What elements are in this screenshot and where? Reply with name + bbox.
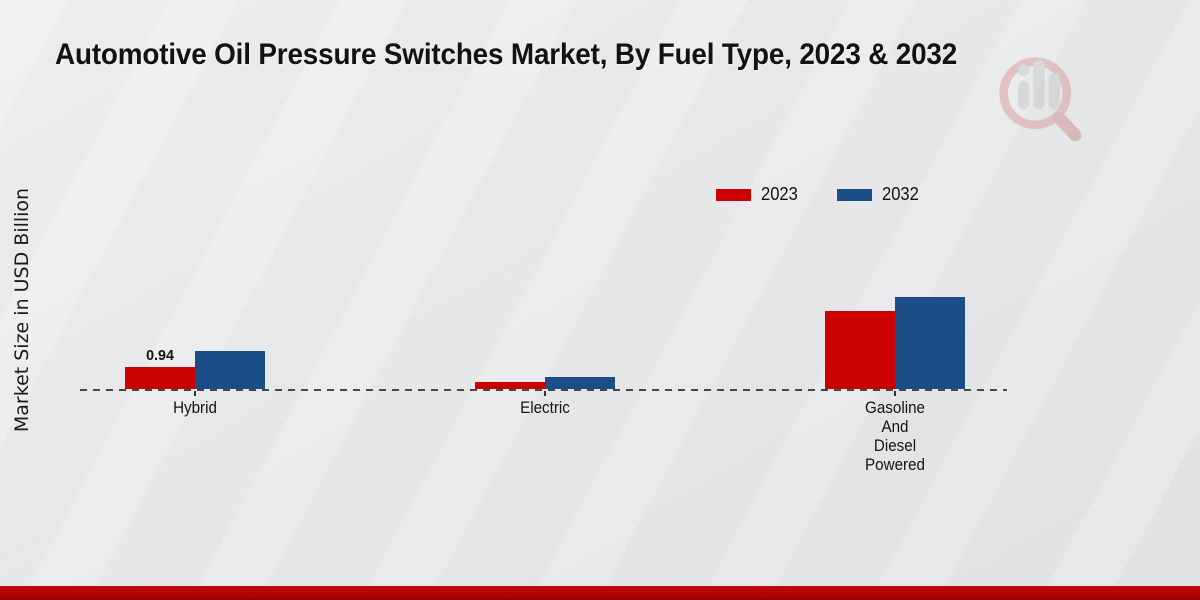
bar-2023-hybrid <box>125 367 195 389</box>
x-category-label: Electric <box>520 399 570 417</box>
legend-item-2023: 2023 <box>716 184 801 205</box>
bar-value-label: 0.94 <box>146 347 174 364</box>
legend-label-2032: 2032 <box>882 184 919 204</box>
magnifier-bar-chart-watermark-icon <box>999 57 1082 141</box>
x-axis-tick <box>544 391 546 396</box>
legend-swatch-2032 <box>837 188 873 201</box>
bar-2032-gasoline-and-diesel-powered <box>895 296 965 389</box>
x-category-label: Hybrid <box>173 399 217 417</box>
chart-title: Automotive Oil Pressure Switches Market,… <box>55 38 958 71</box>
x-category-label: Gasoline And Diesel Powered <box>865 399 925 474</box>
bar-2023-gasoline-and-diesel-powered <box>825 310 895 389</box>
legend-label-2023: 2023 <box>761 184 798 204</box>
legend: 2023 2032 <box>716 184 922 205</box>
bar-2023-electric <box>475 382 545 389</box>
bar-2032-hybrid <box>195 351 265 389</box>
legend-swatch-2023 <box>716 188 751 201</box>
x-axis-tick <box>194 391 196 396</box>
x-axis-baseline <box>80 389 1007 391</box>
x-axis-tick <box>894 391 896 396</box>
bar-2032-electric <box>545 377 615 389</box>
footer-accent-bar <box>0 586 1200 600</box>
legend-item-2032: 2032 <box>837 184 922 205</box>
